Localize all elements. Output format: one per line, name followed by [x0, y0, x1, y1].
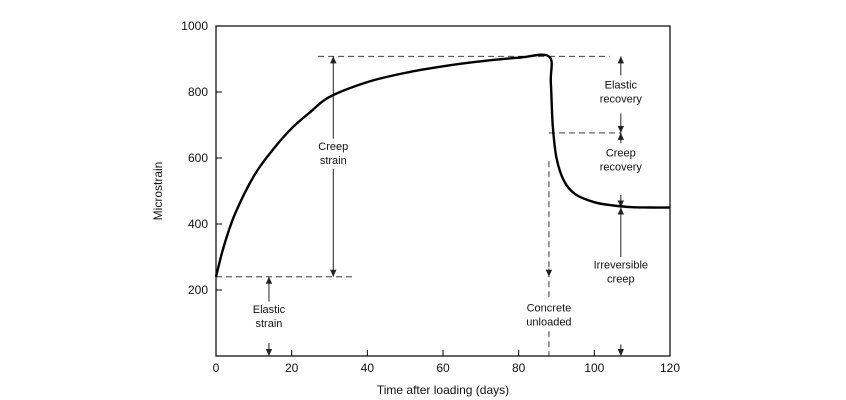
annotation-label: Concrete unloaded — [526, 302, 571, 328]
annotation-line: Elastic — [605, 80, 638, 92]
x-tick-label: 80 — [512, 361, 526, 375]
y-tick-label: 1000 — [181, 19, 208, 33]
annotation-bg — [588, 257, 653, 288]
y-tick-label: 400 — [188, 217, 208, 231]
annotation-line: recovery — [600, 94, 643, 106]
annotation-bg — [516, 300, 581, 331]
x-tick-label: 0 — [213, 361, 220, 375]
y-tick-label: 600 — [188, 151, 208, 165]
unloaded-arrow-head — [545, 269, 553, 277]
annotation-line: creep — [607, 274, 635, 286]
strain-curve-layer — [214, 53, 671, 278]
x-axis-label: Time after loading (days) — [377, 383, 509, 397]
annotation-label: Creep recovery — [600, 147, 643, 173]
creep-recovery-arrow-top-head — [617, 132, 625, 140]
axis-ticks: 0 20 40 60 80 100 120 200 400 600 800 1000 — [181, 19, 680, 375]
annotation-line: Creep — [606, 147, 636, 159]
irreversible-creep-arrow-top-head — [617, 207, 625, 215]
elastic-strain-arrow-bottom-head — [265, 349, 273, 356]
y-tick-label: 200 — [188, 283, 208, 297]
annotation-label: Irreversible creep — [594, 260, 648, 286]
annotation-line: unloaded — [526, 316, 571, 328]
x-tick-label: 60 — [436, 361, 450, 375]
x-tick-label: 100 — [584, 361, 604, 375]
x-tick-label: 40 — [361, 361, 375, 375]
annotation-bg — [236, 302, 301, 333]
annotation-line: Creep — [318, 141, 348, 153]
annotation-line: Irreversible — [594, 260, 648, 272]
annotation-label: Elastic strain — [253, 304, 286, 330]
annotation-guides — [216, 55, 625, 356]
x-tick-label: 20 — [285, 361, 299, 375]
annotation-line: Concrete — [527, 302, 572, 314]
annotation-bg — [301, 138, 366, 169]
x-tick-label: 120 — [660, 361, 680, 375]
annotation-line: strain — [256, 318, 283, 330]
y-tick-label: 800 — [188, 85, 208, 99]
annotation-bg — [588, 145, 653, 176]
y-axis-label: Microstrain — [151, 162, 165, 221]
creep-strain-arrow-head-down — [330, 269, 337, 277]
strain-curve — [214, 53, 671, 278]
annotation-label: Creep strain — [318, 141, 348, 167]
elastic-recovery-arrow-bottom-head — [617, 125, 625, 133]
annotation-line: recovery — [600, 161, 643, 173]
annotation-bg — [588, 77, 653, 108]
annotation-line: strain — [320, 155, 347, 167]
elastic-strain-arrow-top-head — [265, 276, 273, 284]
annotation-line: Elastic — [253, 304, 286, 316]
creep-strain-arrow-head-up — [330, 56, 337, 64]
elastic-recovery-arrow-top-head — [617, 56, 625, 64]
creep-recovery-arrow-bottom-head — [617, 200, 625, 208]
irreversible-creep-arrow-bottom-head — [617, 349, 625, 356]
annotation-label: Elastic recovery — [600, 80, 643, 106]
